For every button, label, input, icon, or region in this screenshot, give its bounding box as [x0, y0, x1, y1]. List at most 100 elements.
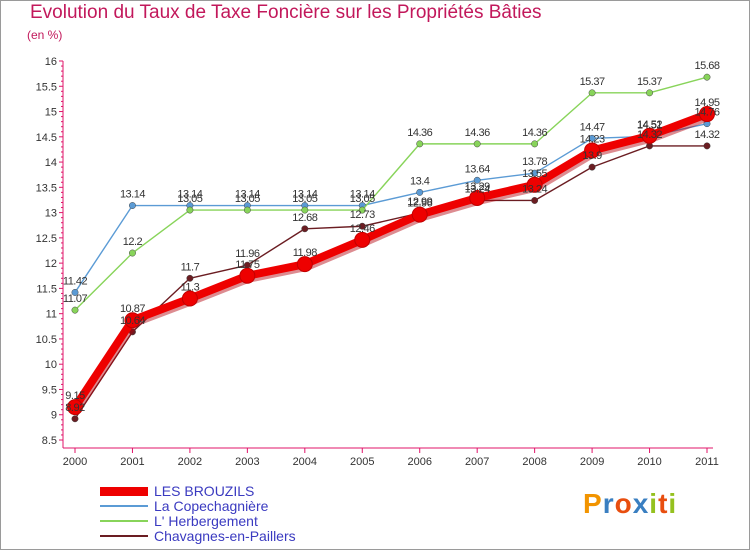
data-label: 9.15 — [65, 390, 85, 402]
data-label: 14.52 — [637, 119, 662, 131]
y-tick-label: 14 — [45, 157, 57, 169]
data-point — [469, 189, 486, 206]
data-label: 13.14 — [350, 189, 375, 201]
logo-letter: x — [632, 488, 650, 519]
data-label: 13.55 — [522, 168, 547, 180]
proxiti-logo: Proxiti — [583, 488, 677, 520]
x-tick-label: 2009 — [580, 456, 604, 468]
data-label: 15.37 — [637, 76, 662, 88]
data-point — [703, 142, 711, 150]
data-label: 11.42 — [63, 275, 88, 287]
data-point — [531, 140, 539, 148]
data-label: 13.29 — [465, 181, 490, 193]
data-point — [416, 140, 424, 148]
legend-label: La Copechagnière — [154, 498, 269, 514]
data-label: 14.76 — [694, 107, 719, 119]
data-point — [71, 306, 79, 314]
data-point — [124, 312, 141, 329]
legend-swatch — [100, 505, 148, 507]
data-point — [416, 188, 424, 196]
data-point — [301, 206, 309, 214]
data-label: 15.37 — [580, 76, 605, 88]
data-point — [358, 222, 366, 230]
data-point — [301, 225, 309, 233]
data-point — [699, 106, 715, 123]
data-label: 13.24 — [522, 183, 547, 195]
data-label: 11.7 — [181, 261, 200, 273]
data-label: 13.4 — [410, 175, 430, 187]
data-point — [584, 142, 601, 159]
data-point — [473, 176, 481, 184]
series-lines — [67, 73, 715, 423]
data-point — [354, 231, 371, 248]
data-label: 12.68 — [292, 212, 317, 224]
data-label: 12.96 — [407, 198, 432, 210]
data-label: 13.24 — [465, 183, 490, 195]
data-label: 8.92 — [65, 402, 85, 414]
y-tick-label: 15 — [45, 107, 57, 119]
logo-letter: i — [649, 488, 659, 519]
data-label: 12.2 — [123, 236, 143, 248]
data-point — [531, 197, 539, 204]
data-label: 14.36 — [522, 127, 547, 139]
data-label: 10.87 — [120, 303, 145, 315]
logo-letter: o — [614, 488, 633, 519]
y-tick-label: 10.5 — [36, 334, 57, 346]
series-line — [74, 76, 708, 311]
y-tick-label: 15.5 — [36, 81, 57, 93]
data-point — [186, 274, 194, 282]
data-point — [129, 202, 136, 209]
data-label: 11.98 — [293, 247, 318, 259]
data-label: 13.64 — [465, 163, 490, 175]
legend-label: Chavagnes-en-Paillers — [154, 528, 296, 544]
data-point — [71, 288, 79, 296]
data-label: 13.14 — [235, 189, 260, 201]
data-point — [588, 163, 596, 171]
x-tick-label: 2000 — [63, 456, 87, 468]
data-label: 12.46 — [350, 223, 375, 235]
data-label: 13.05 — [177, 193, 202, 205]
data-point — [358, 206, 366, 214]
data-point — [703, 73, 711, 81]
data-label: 11.07 — [63, 293, 88, 305]
y-tick-label: 13 — [45, 208, 57, 220]
data-label: 13.05 — [235, 193, 260, 205]
chart-title: Evolution du Taux de Taxe Foncière sur l… — [30, 2, 542, 23]
y-tick-label: 8.5 — [42, 435, 57, 447]
data-label: 13.14 — [292, 189, 317, 201]
x-tick-label: 2002 — [178, 456, 202, 468]
x-tick-label: 2001 — [120, 456, 144, 468]
data-label: 12.73 — [350, 209, 375, 221]
data-label: 13.9 — [582, 150, 602, 162]
legend-label: L' Herbergement — [154, 513, 258, 529]
data-point — [296, 256, 313, 273]
data-point — [588, 89, 596, 97]
data-point — [186, 206, 194, 214]
y-tick-label: 9 — [51, 410, 57, 422]
data-label: 14.36 — [465, 127, 490, 139]
x-tick-label: 2010 — [637, 456, 661, 468]
logo-letter: i — [668, 488, 678, 519]
data-label: 14.47 — [580, 121, 605, 133]
y-tick-label: 16 — [45, 56, 57, 68]
data-label: 14.36 — [407, 127, 432, 139]
data-point — [129, 249, 136, 257]
y-tick-label: 11 — [46, 309, 57, 321]
logo-letter: r — [602, 488, 615, 519]
data-label: 13.14 — [120, 189, 145, 201]
data-point — [243, 206, 251, 214]
x-tick-label: 2007 — [465, 456, 489, 468]
data-labels: 9.1510.8711.311.7511.9812.4612.9613.2913… — [63, 60, 721, 414]
legend-swatch — [100, 535, 148, 537]
y-tick-label: 12.5 — [36, 233, 57, 245]
data-label: 14.32 — [637, 129, 662, 141]
data-point — [646, 89, 653, 97]
data-label: 13.05 — [350, 193, 375, 205]
data-label: 14.51 — [637, 119, 662, 131]
series-line — [71, 110, 711, 412]
data-label: 11.75 — [235, 259, 260, 271]
data-point — [641, 127, 658, 144]
data-label: 12.99 — [407, 196, 432, 208]
y-tick-label: 11.5 — [36, 283, 57, 295]
logo-letter: t — [658, 488, 669, 519]
